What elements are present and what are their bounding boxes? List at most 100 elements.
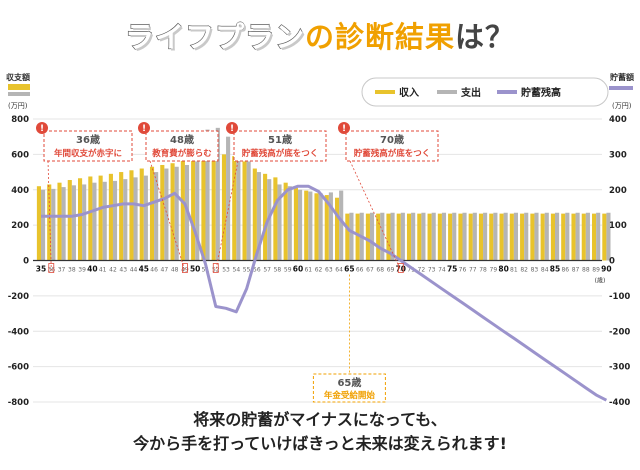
- expense-bar: [390, 212, 395, 261]
- income-bar: [201, 156, 206, 261]
- page-title: ライフプランの診断結果は？: [0, 14, 640, 56]
- income-bar: [468, 213, 473, 261]
- x-tick-label: 55: [243, 267, 251, 274]
- x-tick-label: 67: [366, 267, 374, 274]
- expense-bar: [308, 191, 313, 261]
- x-tick-label: 62: [315, 267, 323, 274]
- savings-line: [41, 184, 608, 402]
- right-tick-label: -200: [609, 327, 630, 337]
- right-tick-label: -100: [609, 292, 630, 302]
- left-tick-label: 400: [11, 186, 29, 196]
- income-bar: [365, 213, 370, 261]
- x-tick-label: 47: [161, 267, 169, 274]
- expense-bar: [287, 186, 292, 261]
- expense-bar: [71, 185, 76, 261]
- income-bar: [129, 170, 134, 261]
- savings-axis-swatch: [609, 86, 633, 90]
- left-tick-label: 200: [11, 221, 29, 231]
- x-tick-label: 49: [181, 267, 189, 274]
- income-bar: [561, 213, 566, 261]
- expense-bar: [102, 181, 107, 261]
- alert-icon-mark: !: [230, 124, 234, 134]
- legend-box: [361, 77, 609, 107]
- expense-bar: [544, 212, 549, 261]
- annotation-box: [43, 130, 133, 162]
- annotation-text: 年間収支が赤字に: [54, 148, 122, 159]
- income-bar: [191, 157, 196, 261]
- annotation-box: [145, 130, 219, 162]
- x-tick-label: 88: [582, 267, 590, 274]
- x-tick-label: 58: [274, 267, 282, 274]
- left-tick-label: -800: [8, 398, 29, 408]
- expense-bar: [431, 212, 436, 261]
- left-tick-label: 600: [11, 150, 29, 160]
- right-tick-label: -400: [609, 398, 630, 408]
- annotation-box: [233, 130, 327, 162]
- income-bar: [98, 175, 103, 261]
- right-tick-label: 0: [609, 257, 615, 267]
- expense-bar: [524, 212, 529, 261]
- income-bar: [149, 166, 155, 261]
- x-tick-label: 38: [68, 267, 76, 274]
- income-bar: [252, 168, 257, 261]
- income-bar: [345, 213, 350, 261]
- income-bar: [406, 213, 412, 261]
- right-axis-unit: (万円): [612, 102, 632, 110]
- right-tick-label: 200: [609, 186, 627, 196]
- income-bar: [47, 184, 52, 261]
- x-tick-label: 50: [190, 265, 200, 274]
- x-tick-label: 87: [572, 267, 580, 274]
- expense-bar: [143, 175, 148, 261]
- title-part-life-plan: ライフプラン: [124, 19, 305, 54]
- expense-bar: [205, 129, 210, 261]
- x-tick-label: 43: [119, 267, 127, 274]
- income-bar: [180, 160, 185, 261]
- x-tick-label: 40: [87, 265, 97, 274]
- x-tick-label: 35: [36, 265, 46, 274]
- legend-expense-label: 支出: [460, 86, 481, 99]
- x-tick-label: 68: [376, 267, 384, 274]
- title-part-question: は？: [455, 20, 516, 54]
- pension-age: 65歳: [337, 376, 361, 389]
- income-bar: [509, 213, 514, 261]
- left-tick-label: -400: [8, 327, 29, 337]
- income-bar: [376, 213, 381, 261]
- footer-line-1: 将来の貯蓄がマイナスになっても、: [193, 410, 447, 429]
- x-tick-label: 63: [325, 267, 333, 274]
- left-tick-label: 0: [23, 257, 29, 267]
- x-tick-label: 71: [407, 267, 415, 274]
- footer-message: 将来の貯蓄がマイナスになっても、 今から手を打っていけばきっと未来は変えられます…: [0, 408, 640, 456]
- annotation-age: 70歳: [380, 133, 404, 146]
- x-tick-label: 74: [438, 267, 446, 274]
- expense-bar: [585, 212, 590, 261]
- x-tick-label: 48: [171, 267, 179, 274]
- x-tick-label: 46: [150, 267, 158, 274]
- x-tick-label: 78: [479, 267, 487, 274]
- expense-bar: [555, 212, 560, 261]
- income-bar: [540, 213, 545, 261]
- expense-bar: [441, 212, 447, 261]
- annotation-target: [397, 263, 404, 273]
- x-tick-label: 72: [418, 267, 426, 274]
- expense-bar: [195, 161, 200, 261]
- expense-bar: [328, 192, 333, 261]
- income-bar: [88, 176, 93, 261]
- expense-bar: [565, 212, 570, 261]
- x-tick-label: 80: [498, 265, 508, 274]
- x-tick-label: 69: [387, 267, 395, 274]
- income-bar: [499, 213, 504, 261]
- expense-bar: [215, 127, 220, 261]
- annotation-leader: [215, 160, 239, 271]
- annotation-text: 貯蓄残高が底をつく: [354, 148, 431, 159]
- right-tick-label: -300: [609, 363, 630, 373]
- annotation-leader: [349, 160, 402, 271]
- income-bar: [489, 213, 494, 261]
- expense-bar: [513, 212, 518, 261]
- pension-text: 年金受給開始: [324, 390, 376, 401]
- legend-income-swatch: [375, 90, 395, 94]
- x-tick-label: 41: [99, 267, 107, 274]
- expense-bar: [277, 184, 282, 261]
- left-axis-unit: (万円): [8, 102, 28, 110]
